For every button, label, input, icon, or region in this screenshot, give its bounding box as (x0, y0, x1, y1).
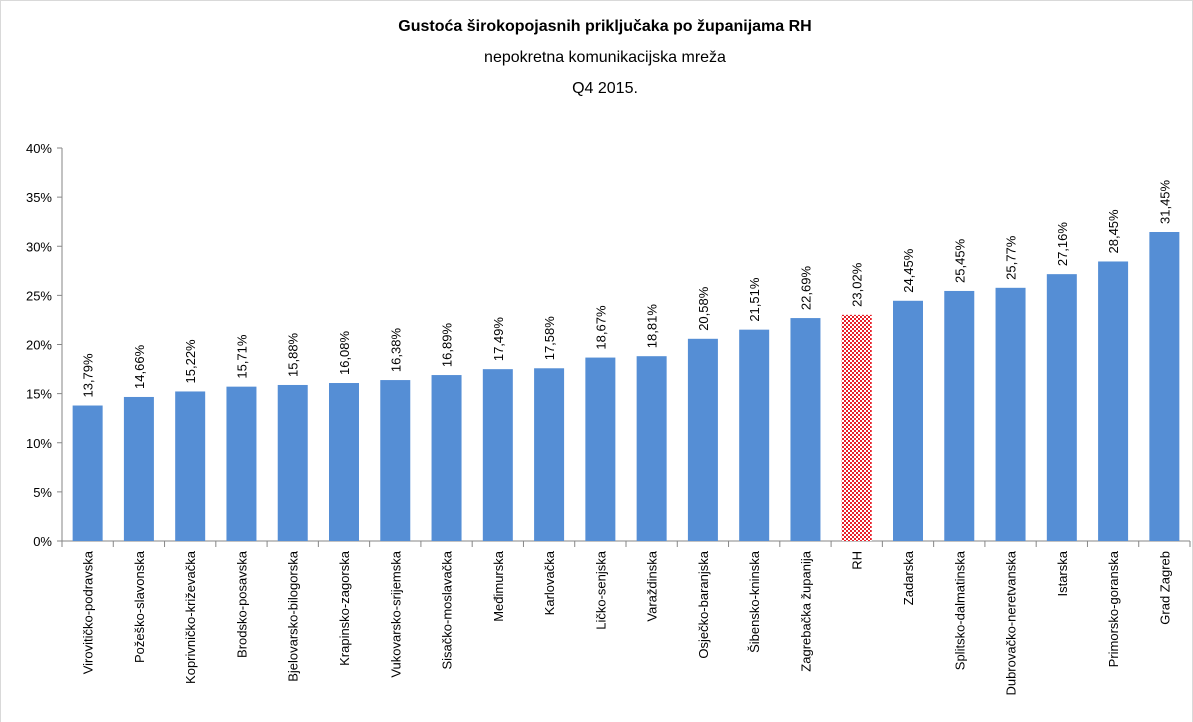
chart-title: Gustoća širokopojasnih priključaka po žu… (398, 18, 811, 35)
bar (123, 396, 154, 541)
value-label: 25,45% (952, 238, 967, 283)
value-label: 23,02% (850, 262, 865, 307)
y-tick-label: 20% (26, 338, 52, 353)
y-tick-label: 30% (26, 239, 52, 254)
value-label: 16,89% (440, 323, 455, 368)
chart-subtitle: nepokretna komunikacijska mreža (484, 49, 726, 66)
x-tick-label: RH (850, 551, 865, 570)
value-label: 13,79% (81, 353, 96, 398)
x-tick-label: Dubrovačko-neretvanska (1004, 550, 1019, 695)
value-label: 20,58% (696, 286, 711, 331)
value-label: 18,67% (593, 305, 608, 350)
y-tick-label: 5% (33, 485, 52, 500)
bar (72, 405, 103, 541)
bar (175, 391, 206, 541)
bar (534, 368, 565, 541)
x-tick-label: Istarska (1055, 550, 1070, 596)
y-tick-label: 10% (26, 436, 52, 451)
x-tick-label: Bjelovarsko-bilogorska (286, 550, 301, 682)
x-tick-label: Primorsko-goranska (1106, 550, 1121, 667)
x-tick-label: Sisačko-moslavačka (440, 550, 455, 669)
x-tick-label: Varaždinska (645, 550, 660, 621)
x-tick-label: Virovitičko-podravska (81, 550, 96, 674)
value-label: 15,88% (286, 332, 301, 377)
value-label: 25,77% (1004, 235, 1019, 280)
value-label: 17,58% (542, 316, 557, 361)
x-tick-label: Karlovačka (542, 550, 557, 615)
x-tick-label: Ličko-senjska (593, 550, 608, 630)
value-label: 18,81% (645, 304, 660, 349)
bar (687, 338, 718, 541)
bar (944, 290, 975, 541)
value-label: 24,45% (901, 248, 916, 293)
bar (841, 314, 872, 541)
y-tick-label: 15% (26, 387, 52, 402)
x-tick-label: Splitsko-dalmatinska (952, 550, 967, 670)
value-label: 27,16% (1055, 222, 1070, 267)
bar (636, 356, 667, 541)
value-label: 16,38% (388, 328, 403, 373)
value-label: 22,69% (798, 266, 813, 311)
chart-period: Q4 2015. (572, 80, 638, 97)
value-label: 21,51% (747, 277, 762, 322)
y-tick-label: 40% (26, 141, 52, 156)
bar (995, 287, 1026, 541)
bar (1098, 261, 1129, 541)
value-label: 15,71% (234, 334, 249, 379)
bar (482, 369, 513, 541)
bar (1046, 274, 1077, 541)
y-tick-label: 25% (26, 288, 52, 303)
x-tick-label: Grad Zagreb (1157, 551, 1172, 625)
x-tick-label: Vukovarsko-srijemska (388, 550, 403, 677)
x-tick-label: Zadarska (901, 550, 916, 605)
value-label: 17,49% (491, 317, 506, 362)
value-label: 16,08% (337, 330, 352, 375)
y-tick-label: 35% (26, 190, 52, 205)
x-tick-label: Zagrebačka županija (798, 550, 813, 671)
bar (431, 375, 462, 541)
x-tick-label: Požeško-slavonska (132, 550, 147, 663)
bar (790, 318, 821, 541)
x-tick-label: Šibensko-kninska (747, 550, 762, 653)
value-label: 28,45% (1106, 209, 1121, 254)
bar (277, 384, 308, 541)
x-tick-label: Krapinsko-zagorska (337, 550, 352, 666)
bar (1149, 232, 1180, 541)
bar (380, 380, 411, 541)
bar (226, 386, 257, 541)
bar (893, 300, 923, 541)
value-label: 14,66% (132, 344, 147, 389)
bar (585, 357, 616, 541)
x-tick-label: Osječko-baranjska (696, 550, 711, 658)
value-label: 31,45% (1157, 179, 1172, 224)
x-tick-label: Međimurska (491, 550, 506, 622)
bar (739, 329, 770, 541)
value-label: 15,22% (183, 339, 198, 384)
x-tick-label: Koprivničko-križevačka (183, 550, 198, 684)
x-tick-label: Brodsko-posavska (234, 550, 249, 658)
bar (329, 383, 359, 541)
y-tick-label: 0% (33, 534, 52, 549)
